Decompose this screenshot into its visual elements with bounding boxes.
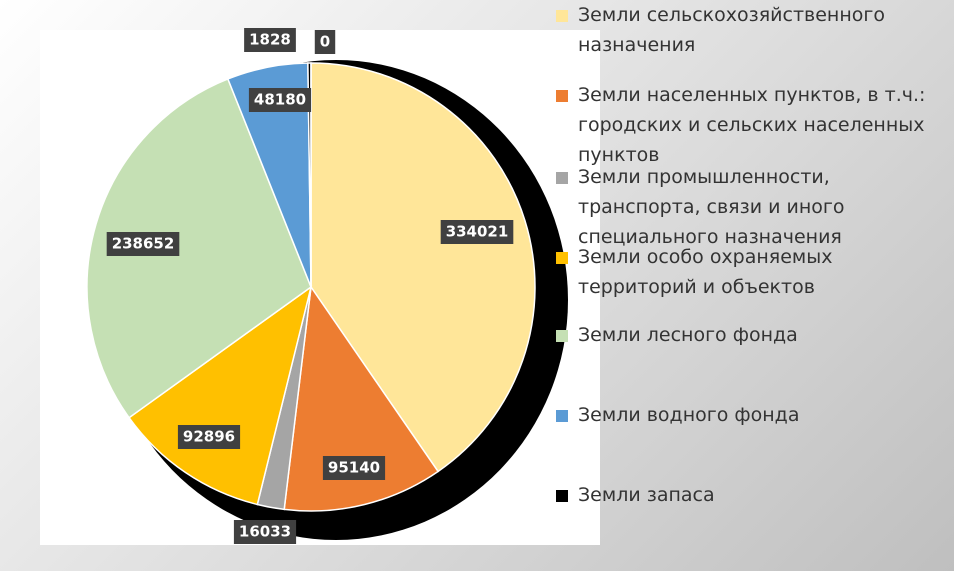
legend-swatch bbox=[556, 172, 568, 184]
data-label: 0 bbox=[314, 30, 336, 54]
legend-item: Земли сельскохозяйственного назначения bbox=[556, 0, 946, 60]
data-label-text: 0 bbox=[320, 33, 330, 51]
legend-label: Земли сельскохозяйственного назначения bbox=[578, 4, 885, 56]
data-label: 238652 bbox=[106, 232, 180, 256]
pie-slice bbox=[310, 62, 536, 473]
data-label-box bbox=[177, 425, 241, 449]
pie-slice bbox=[128, 285, 313, 506]
legend-label: Земли промышленности, транспорта, связи … bbox=[578, 166, 845, 248]
legend-swatch bbox=[556, 252, 568, 264]
legend-item: Земли лесного фонда bbox=[556, 320, 946, 350]
data-label-box bbox=[314, 30, 336, 54]
data-label-box bbox=[440, 220, 514, 244]
data-label-box bbox=[322, 456, 386, 480]
legend-label: Земли водного фонда bbox=[578, 404, 800, 426]
data-label-text: 238652 bbox=[112, 235, 175, 253]
data-label: 92896 bbox=[177, 425, 241, 449]
legend-item: Земли промышленности, транспорта, связи … bbox=[556, 162, 946, 252]
legend-swatch bbox=[556, 10, 568, 22]
data-label-box bbox=[106, 232, 180, 256]
legend-label: Земли запаса bbox=[578, 484, 715, 506]
legend-swatch bbox=[556, 90, 568, 102]
legend-label: Земли лесного фонда bbox=[578, 324, 798, 346]
legend-swatch bbox=[556, 410, 568, 422]
pie-slice bbox=[283, 284, 440, 512]
data-label-text: 1828 bbox=[249, 31, 291, 49]
data-label: 95140 bbox=[322, 456, 386, 480]
pie-slice bbox=[86, 78, 312, 419]
data-label-text: 334021 bbox=[446, 223, 509, 241]
legend-label: Земли особо охраняемых территорий и объе… bbox=[578, 246, 833, 298]
data-label-text: 16033 bbox=[239, 523, 291, 541]
data-label-text: 95140 bbox=[328, 459, 380, 477]
data-label: 334021 bbox=[440, 220, 514, 244]
data-label: 16033 bbox=[233, 520, 297, 544]
legend-swatch bbox=[556, 490, 568, 502]
data-label: 1828 bbox=[244, 28, 296, 52]
data-label-box bbox=[233, 520, 297, 544]
legend-swatch bbox=[556, 330, 568, 342]
data-label-box bbox=[244, 28, 296, 52]
legend-item: Земли особо охраняемых территорий и объе… bbox=[556, 242, 946, 302]
legend-item: Земли населенных пунктов, в т.ч.: городс… bbox=[556, 80, 946, 170]
data-label-box bbox=[248, 88, 312, 112]
data-label-text: 92896 bbox=[183, 428, 235, 446]
legend-item: Земли запаса bbox=[556, 480, 946, 510]
legend-label: Земли населенных пунктов, в т.ч.: городс… bbox=[578, 84, 926, 166]
data-label-text: 48180 bbox=[254, 91, 306, 109]
data-label: 48180 bbox=[248, 88, 312, 112]
legend-item: Земли водного фонда bbox=[556, 400, 946, 430]
